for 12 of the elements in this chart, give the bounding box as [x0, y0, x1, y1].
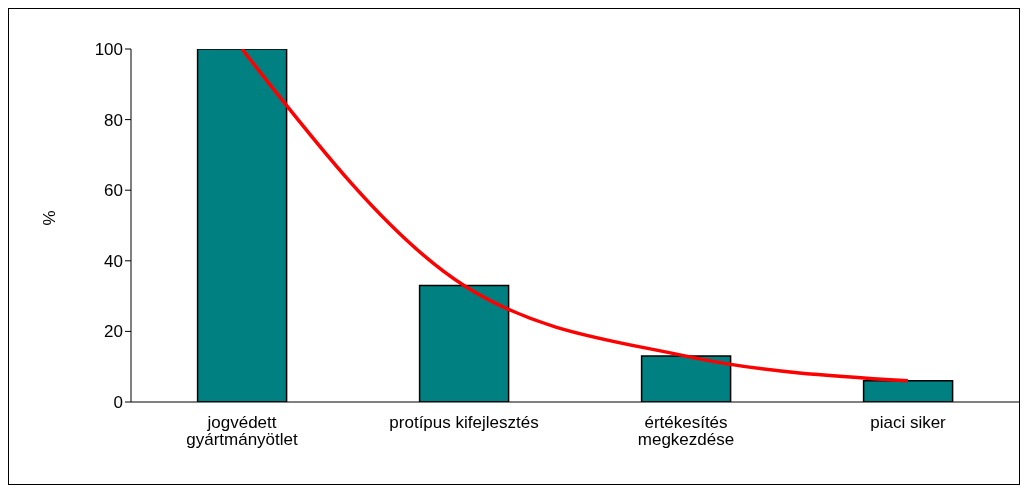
y-tick-label: 20 [104, 322, 123, 342]
y-tick-label: 0 [113, 393, 123, 413]
y-tick-label: 100 [94, 40, 123, 60]
y-tick-label: 60 [104, 181, 123, 201]
y-tick-label: 80 [104, 110, 123, 130]
line-series [240, 49, 910, 383]
x-tick-label: piaci siker [870, 413, 947, 433]
y-axis-title: % [40, 210, 60, 226]
y-tick-label: 40 [104, 251, 123, 271]
x-tick-label: protípus kifejlesztés [389, 413, 539, 433]
x-tick-label: értékesítés megkezdése [637, 413, 735, 450]
x-tick-label: jogvédett gyártmányötlet [186, 413, 299, 450]
